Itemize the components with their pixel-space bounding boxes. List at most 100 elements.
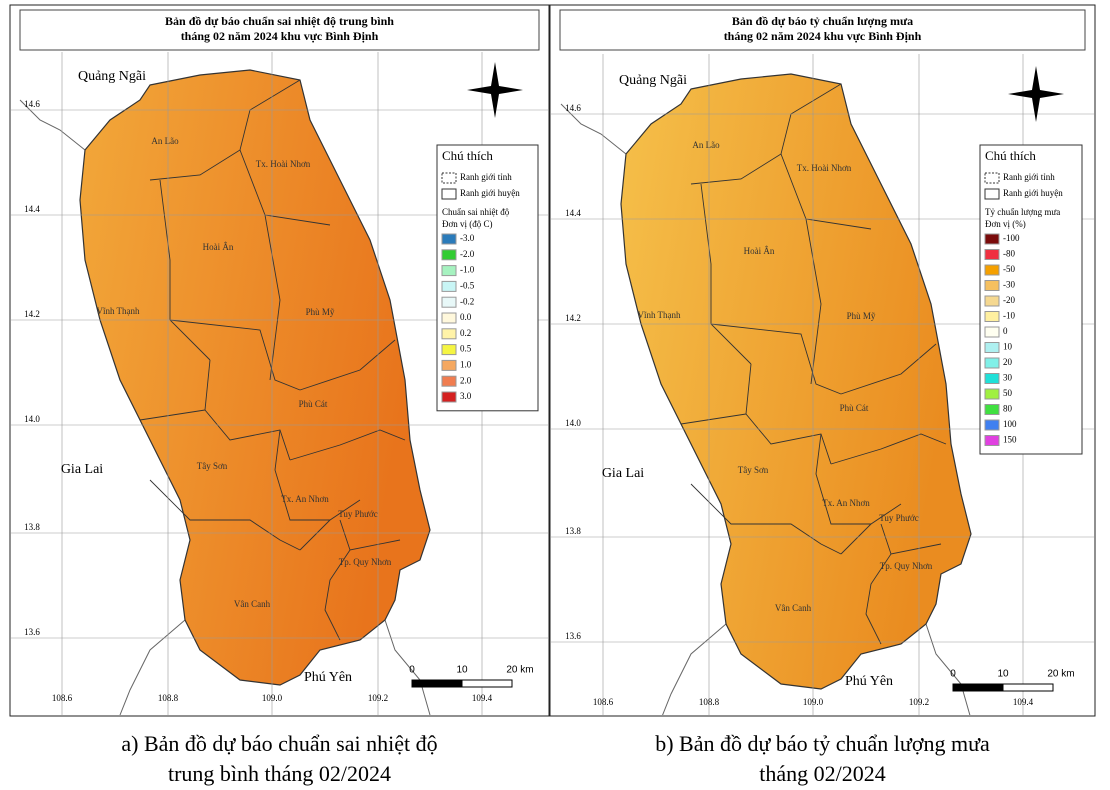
district-label: Phù Cát bbox=[840, 403, 869, 413]
legend-label: 80 bbox=[1003, 404, 1013, 414]
legend-swatch bbox=[441, 359, 457, 371]
legend-swatch bbox=[984, 188, 1000, 200]
map-title: Bản đồ dự báo tỷ chuẩn lượng mưa bbox=[732, 14, 913, 28]
legend-swatch bbox=[441, 233, 457, 245]
district-border bbox=[289, 429, 406, 461]
lon-label: 109.0 bbox=[262, 693, 283, 703]
legend-swatch bbox=[984, 404, 1000, 415]
compass bbox=[1008, 66, 1064, 122]
district-label: Tx. Hoài Nhơn bbox=[256, 159, 311, 169]
legend-swatch bbox=[984, 373, 1000, 384]
map-title: tháng 02 năm 2024 khu vực Bình Định bbox=[181, 29, 379, 43]
district-border bbox=[299, 339, 396, 391]
district-border bbox=[149, 479, 301, 551]
legend-title: Chú thích bbox=[985, 148, 1036, 163]
caption: trung bình tháng 02/2024 bbox=[168, 761, 391, 786]
district-border bbox=[204, 359, 291, 461]
lat-label: 14.2 bbox=[565, 313, 581, 323]
legend-label: -100 bbox=[1003, 233, 1020, 243]
district-label: Tây Sơn bbox=[738, 465, 769, 475]
legend-label: -20 bbox=[1003, 295, 1015, 305]
district-border bbox=[690, 483, 842, 555]
legend-swatch bbox=[441, 375, 457, 387]
map: 14.6 14.4 14.2 14.0 13.8 13.6 108.6 108.8 109.0 1… bbox=[11, 52, 548, 715]
district-label: Tp. Quy Nhơn bbox=[339, 557, 392, 567]
scale-white bbox=[461, 679, 513, 688]
legend-swatch bbox=[984, 249, 1000, 260]
neighbor-label: Phú Yên bbox=[304, 670, 352, 685]
legend-swatch bbox=[984, 264, 1000, 276]
compass bbox=[467, 62, 523, 118]
lon-label: 108.8 bbox=[699, 697, 720, 707]
lat-label: 14.0 bbox=[565, 418, 581, 428]
legend-label: 50 bbox=[1003, 388, 1013, 398]
legend-swatch bbox=[441, 312, 457, 324]
district-label: Phù Cát bbox=[299, 399, 328, 409]
district-label: Tuy Phước bbox=[338, 509, 378, 519]
district-border bbox=[840, 523, 872, 555]
district-border bbox=[159, 179, 211, 361]
district-label: Vân Canh bbox=[234, 599, 271, 609]
neighbor-border bbox=[384, 619, 431, 715]
map-content: 14.6 14.4 14.2 14.0 13.8 13.6 108.6 108.8 109.0 1… bbox=[11, 52, 548, 715]
legend-label: 30 bbox=[1003, 373, 1013, 383]
legend-swatch bbox=[984, 419, 1000, 431]
district-label: Phù Mỹ bbox=[847, 311, 876, 321]
legend-swatch bbox=[441, 296, 457, 308]
legend-heading: Đơn vị (độ C) bbox=[442, 219, 493, 229]
lon-label: 109.2 bbox=[909, 697, 929, 707]
legend-label: -50 bbox=[1003, 264, 1015, 274]
legend-swatch bbox=[984, 342, 1000, 353]
neighbor-border bbox=[925, 623, 971, 715]
legend-label: Ranh giới tỉnh bbox=[460, 172, 512, 182]
lat-label: 14.4 bbox=[565, 208, 581, 218]
legend-swatch bbox=[984, 233, 1000, 245]
district-label: Tx. An Nhơn bbox=[281, 494, 329, 504]
legend-box bbox=[436, 144, 539, 412]
neighbor-label: Gia Lai bbox=[602, 466, 644, 481]
legend-label: -10 bbox=[1003, 311, 1015, 321]
neighbor-label: Phú Yên bbox=[845, 674, 893, 689]
district-border bbox=[815, 433, 902, 525]
legend-label: 20 bbox=[1003, 357, 1013, 367]
legend-label: Ranh giới tỉnh bbox=[1003, 172, 1055, 182]
caption: b) Bản đồ dự báo tỷ chuẩn lượng mưa bbox=[655, 731, 990, 756]
district-label: An Lão bbox=[151, 136, 179, 146]
neighbor-label: Gia Lai bbox=[61, 462, 103, 477]
legend-swatch bbox=[984, 295, 1000, 307]
district-border bbox=[324, 549, 351, 641]
district-label: Vĩnh Thạnh bbox=[96, 306, 140, 316]
district-label: Tuy Phước bbox=[879, 513, 919, 523]
scale-label: 20 km bbox=[1047, 669, 1074, 680]
district-border bbox=[710, 323, 842, 395]
map: 14.6 14.4 14.2 14.0 13.8 13.6 108.6 108.8 109.0 1… bbox=[551, 54, 1094, 715]
legend-swatch bbox=[984, 280, 1000, 291]
lat-label: 13.6 bbox=[565, 631, 581, 641]
lat-label: 14.2 bbox=[24, 309, 40, 319]
scale-label: 10 bbox=[997, 669, 1009, 680]
lat-label: 13.8 bbox=[565, 526, 581, 536]
map-title: Bản đồ dự báo chuẩn sai nhiệt độ trung b… bbox=[165, 14, 394, 28]
scale-label: 10 bbox=[456, 665, 468, 676]
legend-label: -80 bbox=[1003, 249, 1015, 259]
lon-label: 109.4 bbox=[472, 693, 493, 703]
legend-swatch bbox=[984, 435, 1000, 446]
lon-label: 108.6 bbox=[52, 693, 73, 703]
district-label: Hoài Ân bbox=[203, 242, 234, 252]
neighbor-border bbox=[662, 623, 727, 715]
district-border bbox=[805, 218, 822, 385]
district-label: Tây Sơn bbox=[197, 461, 228, 471]
legend-heading: Tỷ chuẩn lượng mưa bbox=[985, 207, 1060, 217]
legend-swatch bbox=[441, 328, 457, 340]
district-label: Hoài Ân bbox=[744, 246, 775, 256]
map-title: tháng 02 năm 2024 khu vực Bình Định bbox=[724, 29, 922, 43]
lat-label: 13.6 bbox=[24, 627, 40, 637]
legend-label: 10 bbox=[1003, 342, 1013, 352]
neighbor-border bbox=[119, 619, 186, 715]
lon-label: 109.0 bbox=[803, 697, 824, 707]
legend-swatch bbox=[441, 280, 457, 292]
lat-label: 14.4 bbox=[24, 204, 40, 214]
district-label: An Lão bbox=[692, 140, 720, 150]
legend-label: 0.2 bbox=[460, 328, 471, 338]
legend-label: 2.0 bbox=[460, 375, 472, 385]
